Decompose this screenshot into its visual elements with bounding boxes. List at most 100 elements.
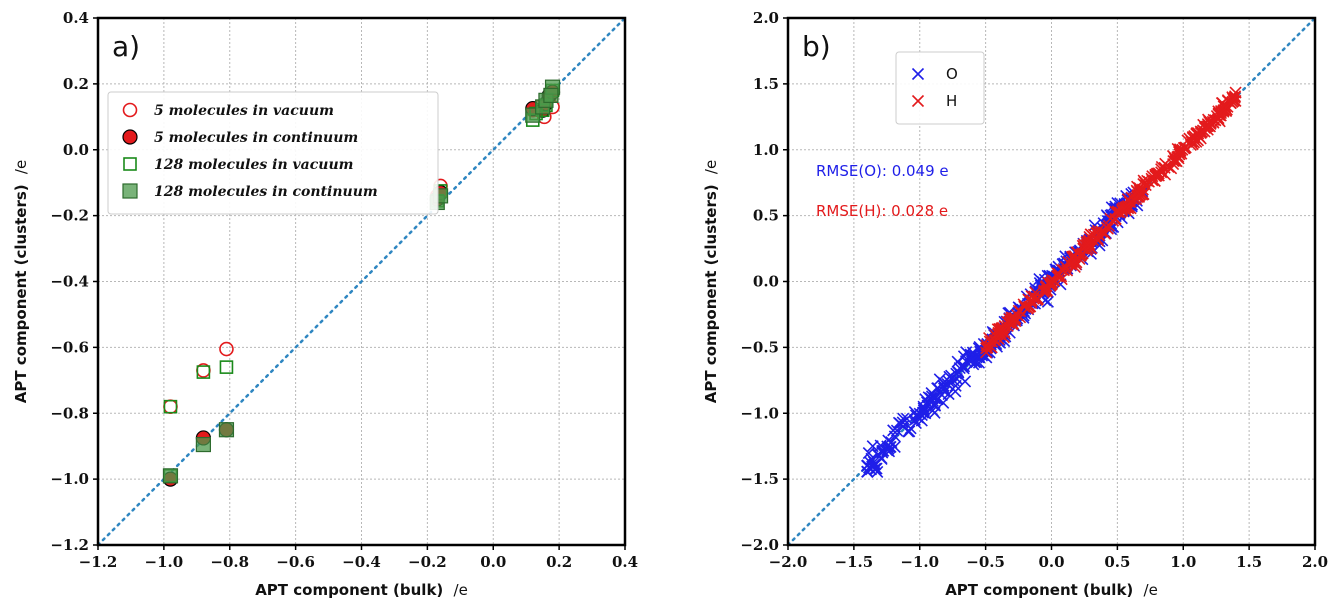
a-y-tick-label-6: 0.0 (63, 141, 89, 159)
b-legend-marker-1 (911, 94, 925, 108)
b-series-1-point-308 (1119, 204, 1132, 217)
b-series-1-point-312 (992, 326, 1005, 339)
a-legend-marker-1 (122, 129, 138, 145)
b-series-1-point-223 (1194, 127, 1207, 140)
b-series-1-point-281 (1095, 225, 1108, 238)
b-series-1-point-316 (1098, 227, 1112, 240)
b-series-1-point-293 (1067, 250, 1080, 263)
b-x-tick-label-0: −2.0 (769, 553, 808, 571)
b-series-1-point-197 (1031, 292, 1044, 305)
b-legend-label-0: O (946, 65, 958, 83)
b-legend-box (895, 51, 985, 125)
panel-b-x-axis-title: APT component (bulk) (945, 581, 1133, 599)
b-y-tick-label-5: 0.5 (753, 207, 779, 225)
b-series-0-point-222 (861, 465, 874, 478)
a-x-tick-label-2: −0.8 (210, 553, 249, 571)
b-y-tick-label-7: 1.5 (753, 75, 779, 93)
b-series-0-point-179 (887, 424, 900, 437)
panel-b-points (860, 86, 1242, 479)
b-series-0-point-315 (884, 440, 897, 454)
a-x-tick-label-8: 0.4 (612, 553, 638, 571)
b-series-1-point-192 (1155, 166, 1168, 179)
panel-b-rmse-o-annotation: RMSE(O): 0.049 e (816, 162, 949, 180)
panel-a-diagonal-line (96, 16, 627, 547)
b-series-1-point-286 (1005, 311, 1018, 324)
b-series-1-point-299 (1040, 284, 1054, 297)
b-series-1-point-226 (1028, 290, 1041, 303)
a-x-tick-label-3: −0.6 (276, 553, 315, 571)
a-y-tick-label-8: 0.4 (63, 9, 89, 27)
panel-a-y-axis-label: APT component (clusters) /e (12, 160, 30, 403)
b-series-0-point-304 (926, 404, 939, 417)
b-series-0-point-288 (1041, 295, 1054, 308)
b-series-1-point-285 (1068, 250, 1081, 263)
b-series-1-point-248 (1038, 284, 1051, 297)
panel-b-y-axis-label: APT component (clusters) /e (702, 160, 720, 403)
b-y-tick-label-8: 2.0 (753, 9, 779, 27)
b-series-0-point-299 (896, 416, 909, 429)
panel-b-legend: OH (895, 51, 985, 125)
b-series-0-point-252 (951, 365, 965, 378)
b-series-0-point-243 (919, 393, 932, 406)
panel-b-x-axis-label: APT component (bulk) /e (945, 581, 1158, 599)
a-legend-marker-2 (123, 157, 137, 171)
a-x-tick-label-1: −1.0 (145, 553, 184, 571)
b-y-tick-label-6: 1.0 (753, 141, 779, 159)
a-legend-label-1: 5 molecules in continuum (154, 130, 358, 146)
a-legend-marker-0 (122, 102, 138, 118)
panel-a-x-axis-label: APT component (bulk) /e (255, 581, 468, 599)
panel-b-y-axis-title: APT component (clusters) (702, 184, 720, 403)
panel-a-y-axis-unit: /e (12, 160, 30, 174)
b-series-1-point-311 (1173, 143, 1187, 156)
a-series-3-point-9 (543, 87, 559, 104)
a-series-0-point-2 (219, 341, 234, 357)
b-x-tick-label-1: −1.5 (835, 553, 874, 571)
panel-a-legend: 5 molecules in vacuum 5 molecules in cont… (107, 91, 439, 215)
b-series-0-point-305 (928, 389, 941, 403)
panel-a: −1.2−1.2 −1.0 −1.0 −0.8 −0.8 −0.6 −0.6 −0.4 −0.4… (12, 9, 638, 599)
a-y-tick-label-0: −1.2 (50, 536, 89, 554)
panel-a-x-axis-title: APT component (bulk) (255, 581, 443, 599)
b-series-0-point-250 (972, 351, 985, 364)
b-series-0-point-300 (902, 425, 915, 438)
a-legend-marker-3 (122, 183, 138, 199)
a-series-0-point-0 (163, 399, 178, 414)
a-legend-label-0: 5 molecules in vacuum (154, 103, 334, 119)
a-y-tick-label-4: −0.4 (50, 273, 89, 291)
b-series-1-point-319 (1014, 305, 1027, 318)
b-series-1-point-310 (1059, 260, 1072, 273)
b-legend-marker-0 (911, 67, 925, 81)
panel-b: −2.0−2.0 −1.5 −1.5 −1.0 −1.0 −0.5 −0.5 0.0 0.0 0.… (702, 9, 1328, 599)
panel-b-x-axis-unit: /e (1144, 581, 1158, 599)
b-series-1-point-302 (996, 325, 1009, 338)
a-series-3-point-2 (218, 422, 235, 438)
panel-a-label: a) (112, 30, 140, 63)
b-x-tick-label-3: −0.5 (966, 553, 1005, 571)
b-series-1-point-143 (980, 346, 993, 359)
b-series-1-point-318 (1139, 179, 1152, 192)
b-x-tick-label-7: 1.5 (1236, 553, 1262, 571)
b-series-0-point-293 (916, 406, 930, 419)
b-legend-label-1: H (946, 92, 957, 110)
a-y-tick-label-3: −0.6 (50, 338, 89, 356)
b-series-1-point-259 (1187, 136, 1201, 149)
b-y-tick-label-3: −0.5 (740, 338, 779, 356)
panel-b-rmse-h-annotation: RMSE(H): 0.028 e (816, 202, 948, 220)
b-series-1-point-309 (1159, 168, 1172, 181)
panel-a-ticks: −1.2−1.2 −1.0 −1.0 −0.8 −0.8 −0.6 −0.6 −0.4 −0.4… (50, 9, 638, 571)
a-y-tick-label-5: −0.2 (50, 207, 89, 225)
b-series-1-point-211 (1025, 296, 1038, 309)
b-series-0-point-319 (867, 455, 881, 469)
b-y-tick-label-4: 0.0 (753, 273, 779, 291)
b-series-1-point-200 (1109, 205, 1122, 218)
a-series-3-point-0 (162, 468, 179, 484)
b-series-1-point-263 (1055, 273, 1068, 286)
a-series-2-point-2 (219, 360, 234, 374)
b-series-1-point-282 (1186, 132, 1199, 145)
b-x-tick-label-2: −1.0 (900, 553, 939, 571)
b-series-0-point-100 (937, 396, 950, 409)
panel-a-y-axis-title: APT component (clusters) (12, 184, 30, 403)
a-x-tick-label-5: −0.2 (408, 553, 447, 571)
panel-b-ticks: −2.0−2.0 −1.5 −1.5 −1.0 −1.0 −0.5 −0.5 0.0 0.0 0.… (740, 9, 1328, 571)
